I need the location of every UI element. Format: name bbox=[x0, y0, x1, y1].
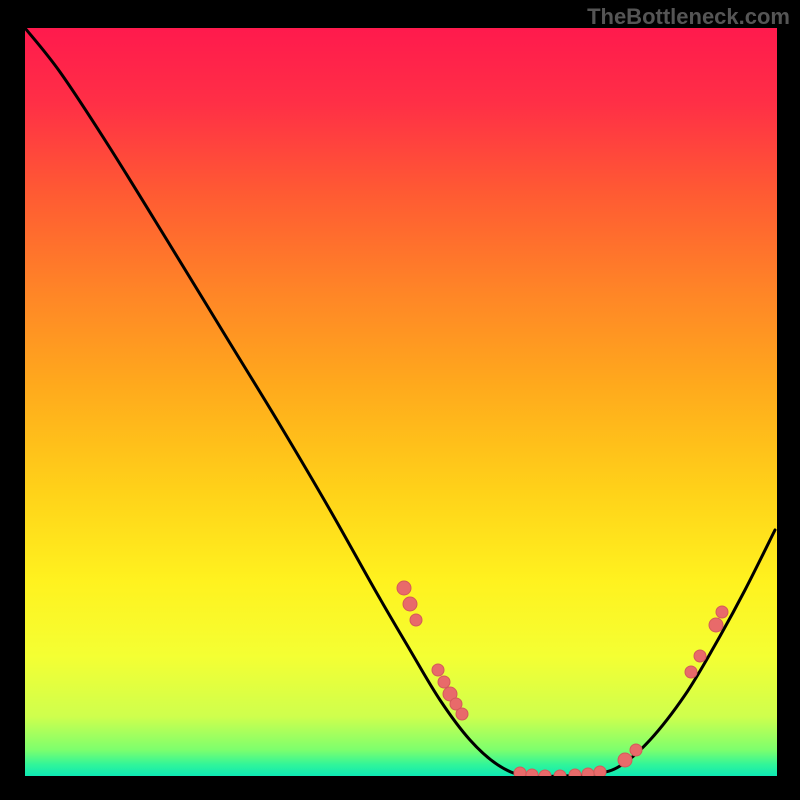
data-marker bbox=[694, 650, 706, 662]
plot-area bbox=[25, 28, 777, 776]
data-marker bbox=[432, 664, 444, 676]
watermark-label: TheBottleneck.com bbox=[587, 4, 790, 30]
data-marker bbox=[410, 614, 422, 626]
data-marker bbox=[397, 581, 411, 595]
data-marker bbox=[685, 666, 697, 678]
bottleneck-chart bbox=[0, 0, 800, 800]
data-marker bbox=[438, 676, 450, 688]
chart-container: TheBottleneck.com bbox=[0, 0, 800, 800]
data-marker bbox=[630, 744, 642, 756]
border bbox=[777, 0, 800, 800]
border bbox=[0, 0, 25, 800]
data-marker bbox=[709, 618, 723, 632]
data-marker bbox=[403, 597, 417, 611]
border bbox=[0, 776, 800, 800]
data-marker bbox=[456, 708, 468, 720]
data-marker bbox=[618, 753, 632, 767]
data-marker bbox=[716, 606, 728, 618]
